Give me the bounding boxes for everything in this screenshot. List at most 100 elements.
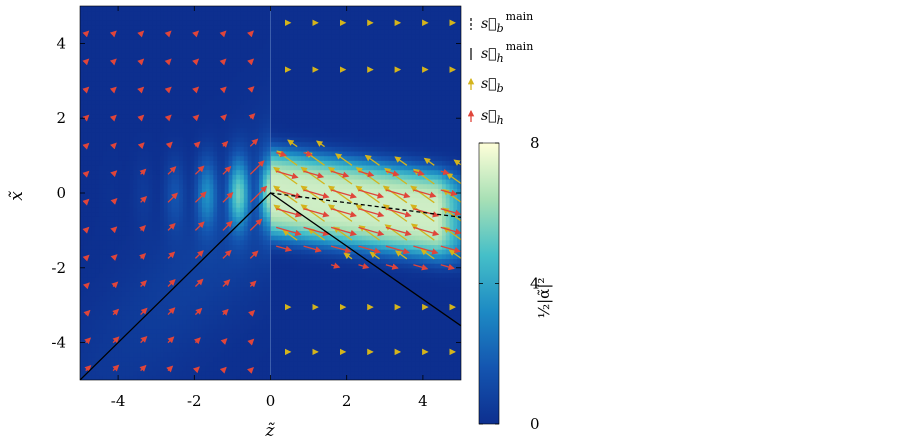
heatmap-cell bbox=[186, 113, 192, 119]
heatmap-cell bbox=[156, 118, 161, 124]
heatmap-cell bbox=[262, 132, 268, 138]
heatmap-cell bbox=[186, 309, 192, 316]
heatmap-cell bbox=[190, 24, 195, 30]
heatmap-cell bbox=[274, 347, 279, 353]
heatmap-cell bbox=[160, 221, 165, 227]
heatmap-cell bbox=[95, 286, 100, 292]
heatmap-cell bbox=[289, 370, 294, 376]
heatmap-cell bbox=[281, 239, 287, 246]
heatmap-cell bbox=[266, 351, 272, 358]
heatmap-cell bbox=[182, 216, 188, 222]
heatmap-cell bbox=[194, 155, 199, 161]
heatmap-cell bbox=[255, 141, 260, 147]
heatmap-cell bbox=[152, 99, 157, 105]
heatmap-cell bbox=[163, 90, 169, 96]
heatmap-cell bbox=[163, 94, 169, 101]
heatmap-cell bbox=[194, 48, 199, 54]
heatmap-cell bbox=[148, 305, 153, 311]
heatmap-cell bbox=[220, 263, 226, 269]
heatmap-cell bbox=[129, 216, 134, 222]
heatmap-cell bbox=[118, 136, 123, 143]
heatmap-cell bbox=[224, 375, 230, 380]
heatmap-cell bbox=[209, 85, 214, 91]
heatmap-cell bbox=[201, 10, 207, 16]
heatmap-cell bbox=[121, 221, 127, 227]
heatmap-cell bbox=[99, 57, 104, 63]
heatmap-cell bbox=[175, 118, 180, 124]
heatmap-cell bbox=[243, 253, 249, 260]
heatmap-cell bbox=[95, 351, 100, 358]
heatmap-cell bbox=[247, 333, 253, 339]
heatmap-cell bbox=[133, 188, 138, 194]
heatmap-cell bbox=[198, 342, 203, 348]
heatmap-cell bbox=[118, 85, 123, 91]
heatmap-cell bbox=[205, 342, 211, 348]
heatmap-cell bbox=[91, 29, 96, 35]
heatmap-cell bbox=[243, 164, 249, 171]
heatmap-cell bbox=[148, 118, 153, 124]
heatmap-cell bbox=[262, 319, 268, 325]
heatmap-cell bbox=[316, 253, 321, 260]
heatmap-cell bbox=[87, 225, 93, 231]
heatmap-cell bbox=[80, 164, 85, 171]
heatmap-cell bbox=[144, 370, 150, 376]
heatmap-cell bbox=[297, 20, 302, 26]
heatmap-cell bbox=[106, 356, 112, 362]
heatmap-cell bbox=[186, 328, 192, 334]
heatmap-cell bbox=[144, 202, 150, 208]
heatmap-cell bbox=[278, 122, 283, 129]
heatmap-cell bbox=[308, 319, 314, 325]
heatmap-cell bbox=[270, 207, 275, 213]
heatmap-cell bbox=[175, 80, 180, 87]
heatmap-cell bbox=[217, 188, 222, 194]
heatmap-cell bbox=[213, 118, 218, 124]
heatmap-cell bbox=[110, 118, 115, 124]
heatmap-cell bbox=[274, 333, 279, 339]
heatmap-cell bbox=[232, 164, 237, 171]
heatmap-cell bbox=[228, 337, 233, 344]
heatmap-cell bbox=[163, 24, 169, 30]
heatmap-cell bbox=[205, 66, 211, 73]
heatmap-cell bbox=[297, 295, 302, 302]
heatmap-cell bbox=[83, 272, 89, 278]
heatmap-cell bbox=[266, 207, 272, 213]
heatmap-cell bbox=[179, 295, 184, 302]
heatmap-cell bbox=[133, 99, 138, 105]
heatmap-cell bbox=[209, 207, 214, 213]
heatmap-cell bbox=[209, 132, 214, 138]
heatmap-cell bbox=[262, 24, 268, 30]
heatmap-cell bbox=[285, 132, 291, 138]
heatmap-cell bbox=[148, 104, 153, 110]
heatmap-cell bbox=[80, 104, 85, 110]
heatmap-cell bbox=[255, 24, 260, 30]
heatmap-cell bbox=[137, 66, 142, 73]
heatmap-cell bbox=[194, 62, 199, 68]
heatmap-cell bbox=[179, 20, 184, 26]
heatmap-cell bbox=[152, 155, 157, 161]
heatmap-cell bbox=[217, 258, 222, 264]
heatmap-cell bbox=[87, 286, 93, 292]
heatmap-cell bbox=[99, 207, 104, 213]
heatmap-cell bbox=[300, 29, 306, 35]
heatmap-cell bbox=[205, 90, 211, 96]
heatmap-cell bbox=[220, 244, 226, 250]
heatmap-cell bbox=[289, 263, 294, 269]
heatmap-cell bbox=[182, 225, 188, 231]
heatmap-cell bbox=[95, 122, 100, 129]
heatmap-cell bbox=[190, 10, 195, 16]
heatmap-cell bbox=[144, 314, 150, 320]
heatmap-cell bbox=[95, 202, 100, 208]
heatmap-cell bbox=[118, 207, 123, 213]
heatmap-cell bbox=[308, 127, 314, 133]
heatmap-cell bbox=[236, 66, 241, 73]
heatmap-cell bbox=[236, 52, 241, 59]
heatmap-cell bbox=[137, 136, 142, 143]
heatmap-cell bbox=[125, 258, 131, 264]
heatmap-cell bbox=[121, 99, 127, 105]
heatmap-cell bbox=[137, 258, 142, 264]
heatmap-cell bbox=[144, 342, 150, 348]
heatmap-cell bbox=[270, 211, 275, 217]
heatmap-cell bbox=[182, 323, 188, 330]
heatmap-cell bbox=[240, 150, 245, 157]
heatmap-cell bbox=[80, 239, 85, 246]
